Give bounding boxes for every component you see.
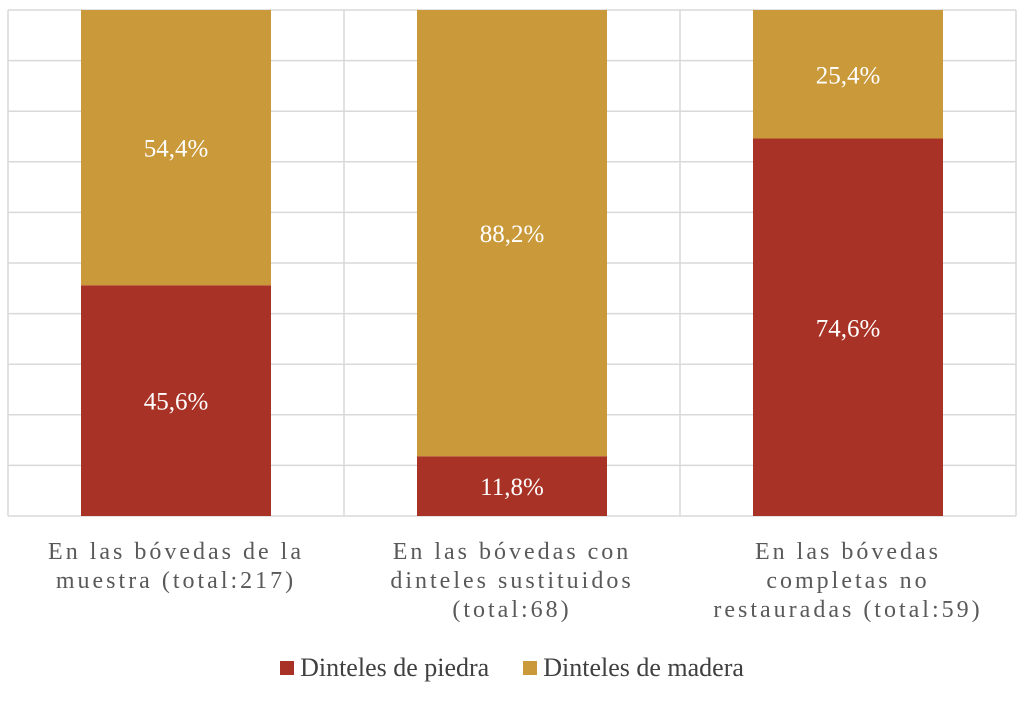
bars xyxy=(81,10,943,517)
legend-item-piedra: Dinteles de piedra xyxy=(280,653,489,683)
bar-segment-piedra-0 xyxy=(81,285,271,516)
data-label-madera-0: 54,4% xyxy=(144,136,209,163)
bar-segment-piedra-2 xyxy=(753,138,943,517)
data-label-madera-1: 88,2% xyxy=(480,221,545,248)
bar-segment-madera-1 xyxy=(417,10,607,457)
data-label-madera-2: 25,4% xyxy=(816,62,881,89)
category-label-1-line-0: En las bóvedas con xyxy=(393,539,632,565)
data-label-piedra-2: 74,6% xyxy=(816,315,881,342)
category-label-1-line-1: dinteles sustituidos xyxy=(390,568,633,594)
bar-segment-madera-2 xyxy=(753,10,943,139)
category-label-2-line-1: completas no xyxy=(766,568,929,594)
category-label-0-line-1: muestra (total:217) xyxy=(56,568,296,594)
category-label-2-line-2: restauradas (total:59) xyxy=(713,597,982,623)
legend-swatch-madera xyxy=(523,661,538,675)
legend-label-piedra: Dinteles de piedra xyxy=(300,653,490,682)
category-label-1-line-2: (total:68) xyxy=(452,597,571,623)
data-labels: 45,6% 54,4% 11,8% 88,2% 74,6% 25,4% xyxy=(144,62,881,501)
legend-swatch-piedra xyxy=(280,661,295,675)
data-label-piedra-0: 45,6% xyxy=(144,389,209,416)
legend-label-madera: Dinteles de madera xyxy=(543,653,744,682)
data-label-piedra-1: 11,8% xyxy=(480,474,544,501)
category-label-2-line-0: En las bóvedas xyxy=(755,539,941,565)
category-labels: En las bóvedas de la muestra (total:217) E… xyxy=(48,539,982,623)
legend-item-madera: Dinteles de madera xyxy=(523,653,744,683)
bar-segment-madera-0 xyxy=(81,10,271,286)
bar-segment-piedra-1 xyxy=(417,456,607,516)
category-label-0-line-0: En las bóvedas de la xyxy=(48,539,304,565)
legend: Dinteles de piedra Dinteles de madera xyxy=(0,648,1024,688)
